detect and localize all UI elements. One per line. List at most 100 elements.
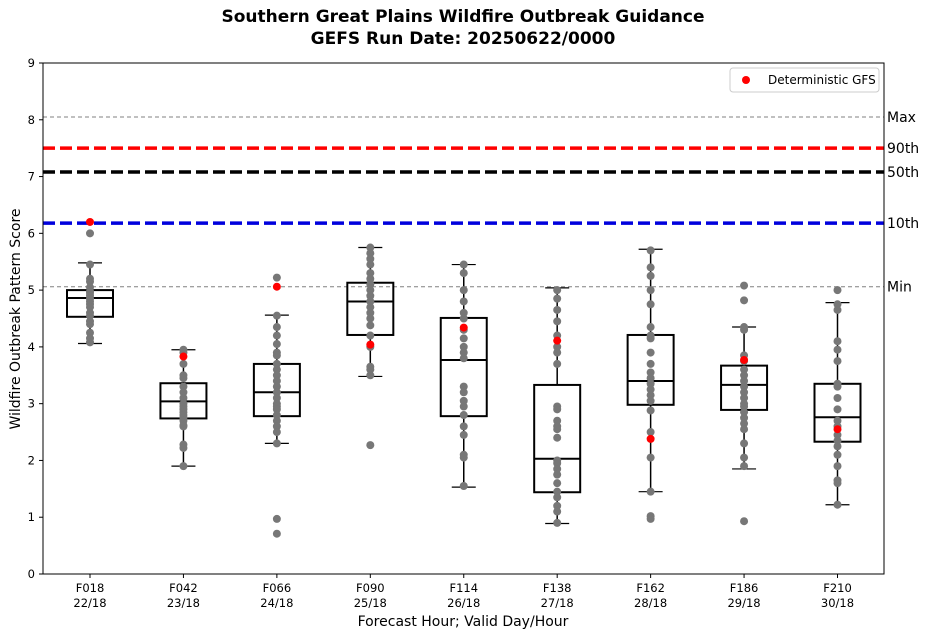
- legend-deterministic-label: Deterministic GFS: [768, 73, 876, 87]
- member-point: [86, 277, 94, 286]
- member-point: [179, 462, 188, 471]
- member-point: [272, 416, 281, 425]
- member-point: [646, 348, 655, 357]
- member-point: [366, 280, 375, 289]
- member-point: [459, 334, 468, 343]
- member-point: [459, 314, 468, 323]
- member-point: [366, 308, 375, 317]
- member-point: [740, 425, 749, 434]
- member-point: [740, 402, 749, 411]
- member-point: [833, 393, 842, 402]
- reference-label-min: Min: [887, 280, 912, 296]
- x-tick-label-hour: F090: [356, 581, 385, 595]
- member-point: [272, 311, 281, 320]
- member-point: [553, 518, 562, 527]
- member-point: [366, 254, 375, 263]
- y-tick-label: 3: [28, 397, 35, 411]
- member-point: [179, 388, 188, 397]
- x-tick-label-valid: 24/18: [260, 596, 293, 610]
- member-point: [833, 430, 842, 439]
- member-point: [740, 517, 749, 526]
- x-tick-label-hour: F210: [823, 581, 852, 595]
- y-tick-label: 4: [28, 340, 35, 354]
- member-point: [86, 303, 94, 312]
- member-point: [459, 430, 468, 439]
- member-point: [272, 428, 281, 437]
- member-point: [740, 453, 749, 462]
- y-tick-label: 2: [28, 453, 35, 467]
- member-point: [86, 328, 94, 337]
- y-axis-label: Wildfire Outbreak Pattern Score: [8, 208, 24, 429]
- member-point: [646, 396, 655, 405]
- member-point: [86, 229, 94, 238]
- member-point: [553, 405, 562, 414]
- member-point: [272, 422, 281, 431]
- member-point: [646, 428, 655, 437]
- x-tick-label-hour: F114: [449, 581, 478, 595]
- member-point: [86, 260, 94, 269]
- member-point: [740, 382, 749, 391]
- member-point: [366, 297, 375, 306]
- member-point: [833, 442, 842, 451]
- member-point: [740, 388, 749, 397]
- member-point: [646, 368, 655, 377]
- member-point: [553, 501, 562, 510]
- member-point: [833, 462, 842, 471]
- member-point: [646, 359, 655, 368]
- chart-title: Southern Great Plains Wildfire Outbreak …: [222, 7, 705, 27]
- member-point: [459, 269, 468, 278]
- x-tick-label-valid: 25/18: [354, 596, 387, 610]
- member-point: [459, 286, 468, 295]
- x-tick-label-valid: 27/18: [541, 596, 574, 610]
- member-point: [366, 321, 375, 330]
- member-point: [833, 345, 842, 354]
- member-point: [272, 323, 281, 332]
- member-point: [272, 351, 281, 360]
- member-point: [366, 291, 375, 300]
- deterministic-point-f162: [646, 434, 655, 443]
- member-point: [366, 269, 375, 278]
- y-tick-label: 8: [28, 113, 35, 127]
- member-point: [740, 462, 749, 471]
- x-tick-label-valid: 22/18: [73, 596, 106, 610]
- member-point: [553, 433, 562, 442]
- member-point: [272, 405, 281, 414]
- member-point: [833, 286, 842, 295]
- member-point: [553, 493, 562, 502]
- member-point: [646, 263, 655, 272]
- x-tick-label-hour: F162: [636, 581, 665, 595]
- member-point: [740, 393, 749, 402]
- member-point: [179, 443, 188, 452]
- member-point: [272, 365, 281, 374]
- member-point: [272, 439, 281, 448]
- member-point: [86, 338, 94, 347]
- x-tick-label-valid: 28/18: [634, 596, 667, 610]
- deterministic-point-f042: [179, 352, 188, 361]
- x-tick-label-hour: F018: [76, 581, 105, 595]
- member-point: [833, 305, 842, 314]
- member-point: [553, 342, 562, 351]
- member-point: [553, 317, 562, 326]
- member-point: [740, 413, 749, 422]
- member-point: [459, 342, 468, 351]
- member-point: [366, 274, 375, 283]
- member-point: [646, 334, 655, 343]
- member-point: [740, 365, 749, 374]
- member-point: [646, 271, 655, 280]
- deterministic-point-f138: [553, 336, 562, 345]
- member-point: [272, 376, 281, 385]
- member-point: [553, 416, 562, 425]
- member-point: [833, 357, 842, 366]
- member-point: [833, 416, 842, 425]
- member-point: [740, 325, 749, 334]
- chart-subtitle: GEFS Run Date: 20250622/0000: [311, 29, 616, 49]
- x-tick-label-hour: F042: [169, 581, 198, 595]
- member-point: [740, 439, 749, 448]
- member-point: [646, 300, 655, 309]
- deterministic-points: [86, 217, 842, 443]
- x-tick-label-hour: F066: [263, 581, 292, 595]
- member-point: [366, 365, 375, 374]
- reference-label-10th: 10th: [887, 216, 919, 232]
- member-point: [646, 406, 655, 415]
